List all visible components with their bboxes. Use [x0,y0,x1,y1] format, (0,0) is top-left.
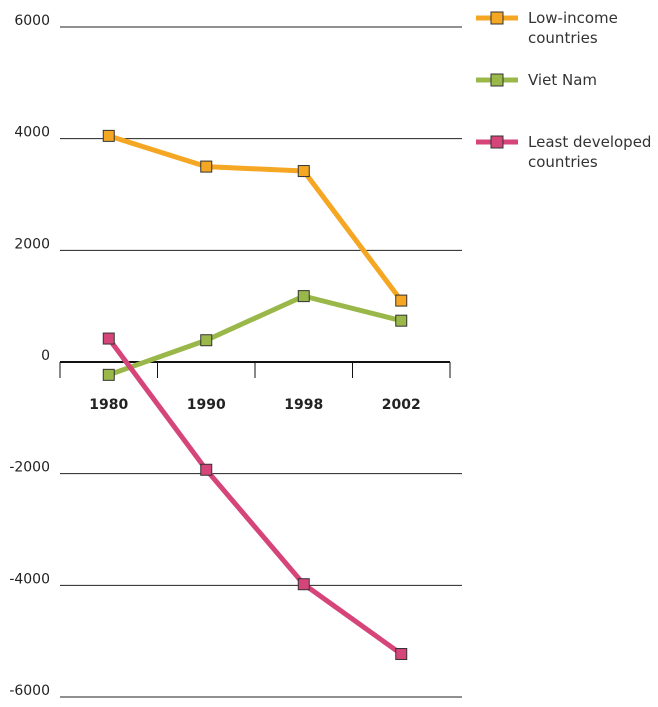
y-tick-label: -6000 [9,683,50,699]
data-point [102,129,115,142]
legend-marker-viet-nam [490,73,504,87]
series-line [107,293,402,378]
data-point [102,368,115,381]
data-point [395,648,408,661]
y-tick-label: 6000 [14,13,50,29]
data-point [200,334,213,347]
data-point [297,290,310,303]
legend-label-least-developed: Least developed countries [528,133,652,171]
gridlines [60,26,462,698]
legend: Low-income countries Viet Nam Least deve… [476,8,658,194]
legend-marker-least-developed [490,135,504,149]
y-tick-label: 4000 [14,125,50,141]
data-point [200,160,213,173]
series-line [107,133,404,303]
legend-swatch-least-developed [476,135,518,149]
legend-label-viet-nam: Viet Nam [528,71,598,89]
data-point [395,294,408,307]
legend-swatch-viet-nam [476,73,518,87]
y-tick-label: 0 [41,348,50,364]
legend-label-low-income: Low-income countries [528,9,618,47]
y-tick-label: 2000 [14,236,50,252]
series-line [106,337,403,657]
x-tick-label: 2002 [382,397,421,413]
x-tick-label: 1998 [284,397,323,413]
data-point [200,463,213,476]
x-tick-label: 1980 [89,397,128,413]
y-tick-label: -2000 [9,460,50,476]
data-point [102,332,115,345]
legend-swatch-low-income [476,11,518,25]
data-point [395,314,408,327]
series-lines [102,129,408,661]
legend-marker-low-income [490,11,504,25]
y-axis-tick-labels: 6000 4000 2000 0 -2000 -4000 -6000 [9,13,50,699]
data-point [297,578,310,591]
x-tick-label: 1990 [187,397,226,413]
legend-item-low-income: Low-income countries [476,8,658,70]
legend-item-viet-nam: Viet Nam [476,70,658,132]
y-tick-label: -4000 [9,571,50,587]
data-point [297,165,310,178]
legend-item-least-developed: Least developed countries [476,132,658,194]
